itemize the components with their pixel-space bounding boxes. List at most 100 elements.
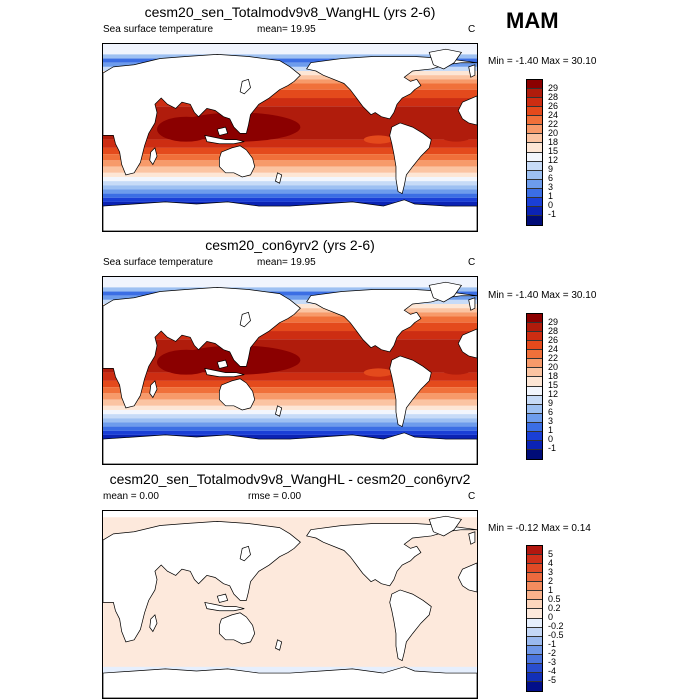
colorbar-swatch [527,546,542,556]
colorbar-swatch [527,125,542,135]
colorbar-swatch [527,386,542,396]
colorbar-swatch [527,98,542,108]
sst-band [103,430,477,435]
warm-pool [435,120,477,142]
colorbar-swatch [527,395,542,405]
colorbar-swatch [527,645,542,655]
sst-band [103,181,477,186]
colorbar-swatch [527,618,542,628]
sst-band [103,58,477,63]
colorbar-tick-label: 0.5 [548,593,561,604]
colorbar-tick-label: -1 [548,209,557,220]
sst-band [103,387,477,394]
sst-band [103,380,477,388]
panel-1-mean-label: mean= 19.95 [257,24,316,35]
continent-africaEurasia [103,521,301,643]
sst-band [103,287,477,292]
colorbar-tick-label: 26 [548,100,559,111]
colorbar-tick-label: -0.2 [548,621,564,632]
colorbar-tick-label: 1 [548,584,554,595]
colorbar-swatch [527,134,542,144]
sst-band [103,277,477,288]
colorbar-swatch [527,627,542,637]
sst-band [103,414,477,419]
colorbar-tick-label: 20 [548,127,559,138]
colorbar-swatch [527,116,542,126]
colorbar-swatch [527,636,542,646]
colorbar-tick-label: 12 [548,155,559,166]
panel-1-left-label: Sea surface temperature [103,24,214,35]
colorbar-tick-label: 6 [548,173,554,184]
sst-band [103,197,477,202]
sst-band [103,154,477,161]
colorbar-tick-label: -0.5 [548,630,564,641]
continent-uk [468,297,476,311]
panel-3-map [102,510,478,699]
colorbar-tick-label: 24 [548,343,559,354]
colorbar-tick-label: 6 [548,407,554,418]
continent-japan [239,78,251,95]
colorbar-swatch [527,179,542,189]
colorbar-swatch [527,422,542,432]
colorbar-swatch [527,323,542,333]
colorbar-swatch [527,170,542,180]
colorbar-tick-label: 28 [548,91,559,102]
panel-1-colorbar [526,79,543,226]
sst-band [103,399,477,406]
colorbar-tick-label: 26 [548,334,559,345]
sst-band [103,322,477,332]
continent-borneo [216,126,229,136]
colorbar-tick-label: -1 [548,639,557,650]
panel-3-map-field [103,511,477,698]
colorbar-tick-label: -3 [548,657,557,668]
panel-1-map-field [103,44,477,231]
panel-3-minmax: Min = -0.12 Max = 0.14 [488,523,591,534]
panel-3-colorbar [526,545,543,692]
colorbar-swatch [527,80,542,90]
panel-1-colorbar-labels: 29 28 26 24 22 20 18 15 12 9 6 3 1 0 -1 [548,79,578,224]
continent-nz [275,172,283,184]
colorbar-tick-label: 3 [548,182,554,193]
cold-tongue [363,135,393,144]
colorbar-tick-label: 9 [548,398,554,409]
panel-3-rmse-label: rmse = 0.00 [248,491,302,502]
panel-2-colorbar-labels: 29 28 26 24 22 20 18 15 12 9 6 3 1 0 -1 [548,313,578,458]
colorbar-swatch [527,609,542,619]
sst-band [103,316,477,323]
continent-uk [468,64,476,78]
colorbar-tick-label: -5 [548,675,557,686]
panel-2-map-field [103,277,477,464]
colorbar-swatch [527,582,542,592]
continent-africaWest [457,95,477,126]
colorbar-tick-label: 22 [548,118,559,129]
continent-antarctica [103,432,477,464]
colorbar-swatch [527,215,542,225]
sst-band [103,160,477,167]
panel-2-title: cesm20_con6yrv2 (yrs 2-6) [205,237,375,253]
sst-band [103,166,477,173]
continent-japan [239,311,251,328]
colorbar-swatch [527,654,542,664]
sst-band [103,147,477,155]
continent-greenland [428,515,463,537]
panel-2-units: C [468,257,476,268]
warm-pool [157,116,216,142]
colorbar-swatch [527,143,542,153]
continent-greenland [428,281,463,303]
colorbar-tick-label: 5 [548,548,554,559]
panel-3-title: cesm20_sen_Totalmodv9v8_WangHL - cesm20_… [109,471,471,487]
colorbar-tick-label: 0 [548,434,554,445]
colorbar-swatch [527,341,542,351]
continent-africaWest [457,328,477,359]
diff-band [103,511,477,518]
sst-band [103,393,477,400]
panel-1-units: C [468,24,476,35]
colorbar-swatch [527,152,542,162]
colorbar-swatch [527,681,542,691]
continent-africaEurasia [103,54,301,176]
colorbar-tick-label: 18 [548,370,559,381]
continent-australia [218,612,256,645]
colorbar-swatch [527,314,542,324]
continent-indonesia [204,367,245,378]
continent-indonesia [204,134,245,145]
